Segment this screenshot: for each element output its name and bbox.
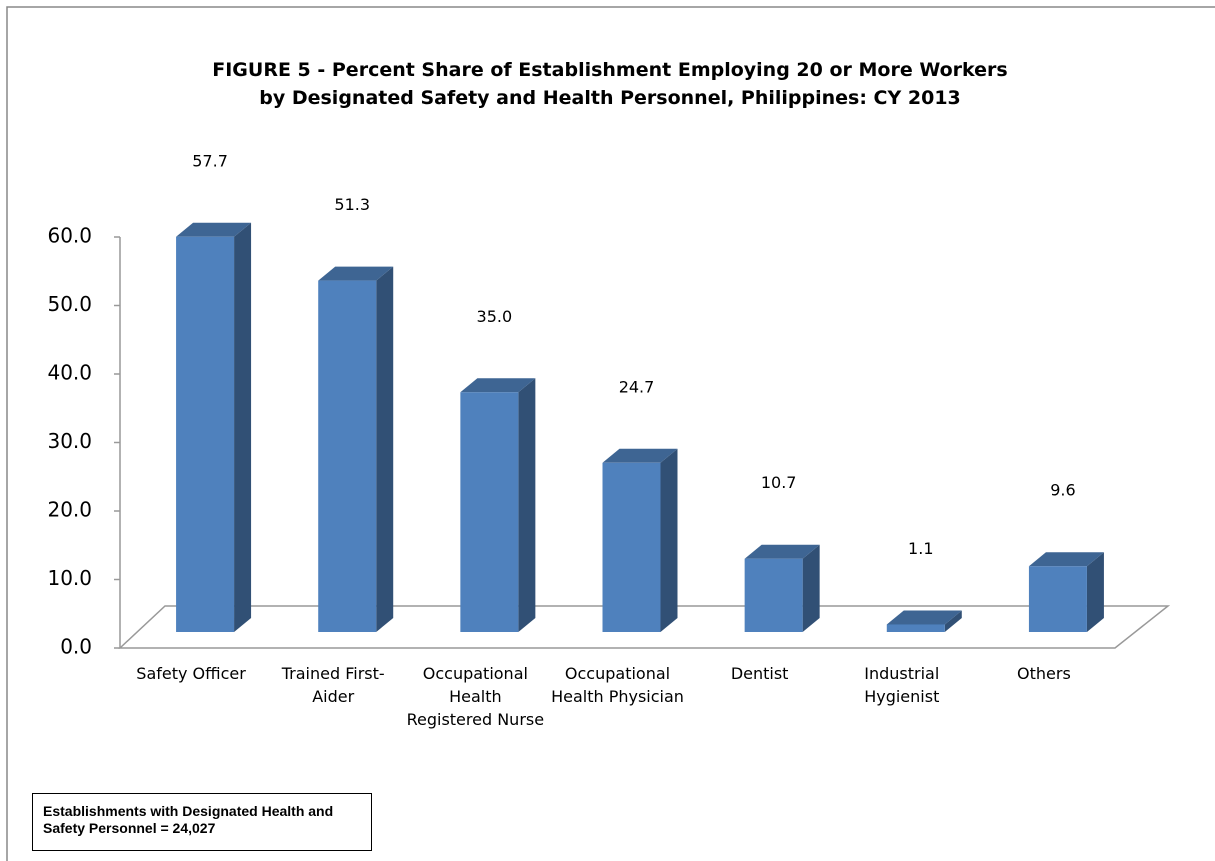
y-tick-label: 10.0	[47, 566, 92, 590]
bar	[176, 222, 252, 632]
bar-side	[376, 266, 394, 632]
x-tick-label: Occupational Health Registered Nurse	[406, 664, 545, 729]
bar-side	[1086, 552, 1104, 632]
frame	[6, 6, 1215, 861]
bar	[602, 448, 678, 632]
data-label: 51.3	[334, 195, 370, 214]
bar-top	[1028, 552, 1104, 567]
x-tick-label: Occupational Health Physician	[551, 664, 684, 706]
x-tick-label: Others	[1017, 664, 1071, 683]
bar-top	[318, 266, 394, 281]
bar-side	[660, 448, 678, 632]
bar-top	[176, 222, 252, 237]
bar-front	[602, 462, 661, 632]
bar	[886, 610, 962, 632]
bar-front	[176, 236, 235, 632]
annotation: Establishments with Designated Health an…	[32, 793, 372, 851]
bar-top	[886, 610, 962, 625]
x-tick-label: Safety Officer	[136, 664, 246, 683]
data-label: 9.6	[1050, 481, 1075, 500]
x-tick-label: Industrial Hygienist	[864, 664, 940, 706]
bar-front	[886, 624, 945, 632]
y-tick-label: 60.0	[47, 224, 92, 248]
data-label: 24.7	[619, 377, 655, 396]
bar-top	[460, 378, 536, 393]
bar-side	[234, 222, 252, 632]
y-tick-label: 30.0	[47, 429, 92, 453]
data-label: 57.7	[192, 151, 228, 170]
bar-side	[518, 378, 536, 632]
x-tick-label: Trained First-Aider	[281, 664, 385, 706]
floor	[118, 605, 1171, 649]
bar	[318, 266, 394, 632]
y-tick-label: 50.0	[47, 292, 92, 316]
y-tick-label: 0.0	[60, 635, 92, 659]
bar-front	[460, 392, 519, 632]
bar	[744, 544, 820, 632]
bar	[1028, 552, 1104, 632]
bar-front	[1028, 566, 1087, 632]
bar-top	[744, 544, 820, 559]
bar-side	[944, 610, 962, 632]
y-tick-label: 20.0	[47, 498, 92, 522]
chart-title: FIGURE 5 - Percent Share of Establishmen…	[212, 59, 1008, 109]
bar-top	[602, 448, 678, 463]
bar	[460, 378, 536, 632]
x-tick-label: Dentist	[730, 664, 789, 683]
bar-front	[318, 280, 377, 632]
bar-side	[802, 544, 820, 632]
y-tick-label: 40.0	[47, 361, 92, 385]
bar-front	[744, 558, 803, 632]
data-label: 10.7	[761, 473, 797, 492]
data-label: 1.1	[908, 539, 933, 558]
data-label: 35.0	[477, 307, 513, 326]
